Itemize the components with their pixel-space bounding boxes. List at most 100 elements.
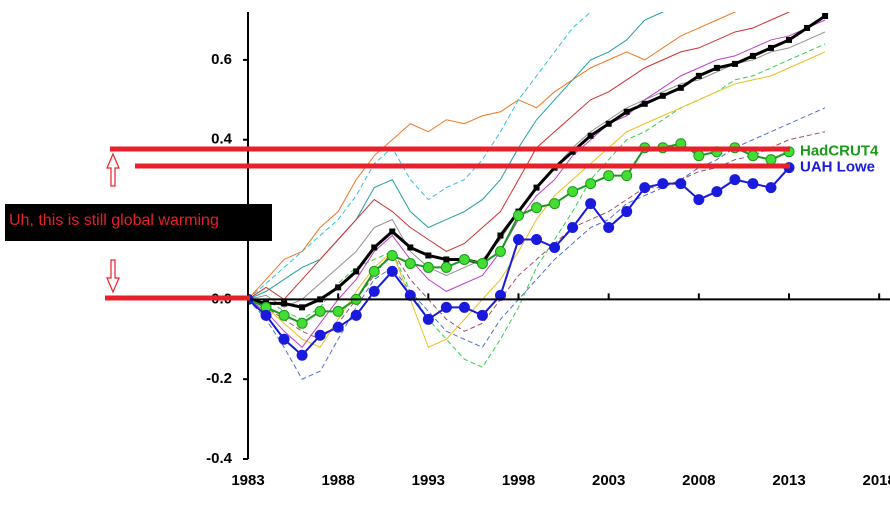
- point: [314, 329, 326, 341]
- point: [332, 305, 344, 317]
- point: [476, 309, 488, 321]
- series-line: [248, 14, 826, 309]
- series-line: [248, 31, 826, 308]
- point: [623, 108, 630, 115]
- point: [278, 309, 290, 321]
- point: [641, 100, 648, 107]
- point: [804, 24, 811, 31]
- annotations: Uh, this is still global warming: [5, 146, 790, 301]
- point: [386, 265, 398, 277]
- point: [765, 154, 777, 166]
- point: [749, 52, 756, 59]
- x-tick-label: 1983: [231, 472, 264, 489]
- x-tick-label: 1988: [321, 472, 354, 489]
- point: [422, 261, 434, 273]
- point: [747, 150, 759, 162]
- series-label: UAH Lowe: [800, 159, 875, 176]
- point: [767, 44, 774, 51]
- point: [677, 84, 684, 91]
- point: [567, 186, 579, 198]
- point: [603, 222, 615, 234]
- point: [657, 178, 669, 190]
- point: [765, 182, 777, 194]
- point: [747, 178, 759, 190]
- point: [497, 232, 504, 239]
- point: [549, 241, 561, 253]
- point: [693, 194, 705, 206]
- plot-area: [248, 12, 829, 380]
- x-tick-label: 1993: [412, 472, 445, 489]
- point: [425, 252, 432, 259]
- point: [440, 301, 452, 313]
- x-tick-label: 2003: [592, 472, 625, 489]
- point: [786, 36, 793, 43]
- point: [513, 233, 525, 245]
- point: [476, 257, 488, 269]
- annotation-text: Uh, this is still global warming: [9, 212, 219, 229]
- series-line: [248, 12, 737, 300]
- series-line: [248, 131, 826, 340]
- point: [569, 148, 576, 155]
- point: [531, 202, 543, 214]
- point: [458, 301, 470, 313]
- x-tick-label: 2018: [862, 472, 890, 489]
- point: [494, 289, 506, 301]
- point: [422, 313, 434, 325]
- series-label: HadCRUT4: [800, 143, 879, 160]
- point: [675, 178, 687, 190]
- point: [533, 184, 540, 191]
- series-line: [248, 107, 826, 380]
- point: [335, 284, 342, 291]
- point: [729, 174, 741, 186]
- x-tick-label: 1998: [502, 472, 535, 489]
- point: [693, 150, 705, 162]
- point: [549, 198, 561, 210]
- annotation-box: [5, 204, 272, 241]
- point: [621, 206, 633, 218]
- point: [260, 309, 272, 321]
- point: [332, 321, 344, 333]
- point: [386, 249, 398, 261]
- point: [440, 261, 452, 273]
- point: [314, 305, 326, 317]
- y-tick-label: -0.4: [206, 450, 233, 467]
- point: [621, 170, 633, 182]
- y-tick-label: 0.4: [211, 131, 233, 148]
- point: [404, 289, 416, 301]
- point: [296, 349, 308, 361]
- point: [587, 132, 594, 139]
- point: [585, 178, 597, 190]
- point: [296, 317, 308, 329]
- point: [711, 186, 723, 198]
- series-line: [248, 12, 592, 300]
- point: [299, 304, 306, 311]
- point: [639, 182, 651, 194]
- point: [353, 268, 360, 275]
- arrow-up: [106, 152, 120, 187]
- arrow-down: [106, 259, 120, 294]
- point: [407, 244, 414, 251]
- point: [368, 285, 380, 297]
- point: [494, 245, 506, 257]
- point: [531, 233, 543, 245]
- point: [371, 244, 378, 251]
- point: [389, 228, 396, 235]
- series-line: [248, 43, 826, 368]
- point: [603, 170, 615, 182]
- series-line: [248, 51, 826, 348]
- point: [585, 198, 597, 210]
- y-tick-label: 0.6: [211, 51, 232, 68]
- point: [713, 64, 720, 71]
- point: [567, 222, 579, 234]
- point: [513, 210, 525, 222]
- point: [443, 256, 450, 263]
- y-tick-label: -0.2: [206, 370, 232, 387]
- point: [278, 333, 290, 345]
- point: [822, 12, 829, 19]
- x-tick-label: 2013: [772, 472, 805, 489]
- point: [281, 300, 288, 307]
- series-line: [248, 166, 790, 357]
- x-tick-label: 2008: [682, 472, 715, 489]
- point: [368, 265, 380, 277]
